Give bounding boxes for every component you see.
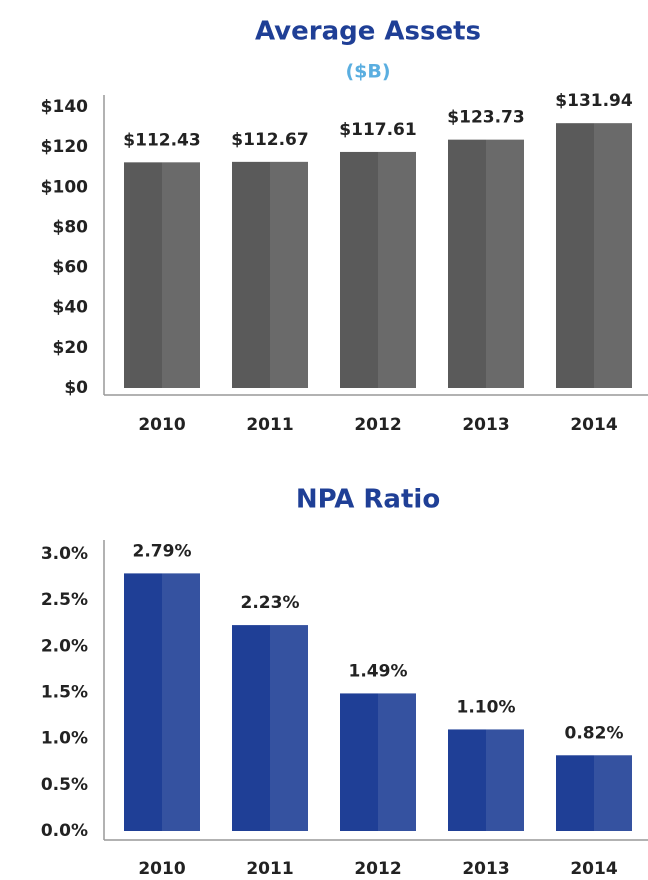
chart-subtitle: ($B): [345, 61, 390, 83]
chart-title: NPA Ratio: [296, 485, 440, 515]
bar: [556, 123, 632, 388]
bar-shade: [378, 151, 416, 388]
x-tick-label: 2012: [354, 859, 401, 879]
bar-shade: [486, 139, 524, 388]
data-label: 2.23%: [241, 593, 300, 613]
bar: [448, 729, 524, 831]
y-tick-label: 0.0%: [41, 821, 88, 841]
x-tick-label: 2010: [138, 415, 185, 435]
y-tick-label: 2.5%: [41, 590, 88, 610]
data-label: $131.94: [555, 91, 633, 111]
y-tick-label: 3.0%: [41, 544, 88, 564]
x-tick-label: 2012: [354, 415, 401, 435]
bar-shade: [270, 161, 308, 388]
bar: [340, 693, 416, 831]
y-tick-label: $120: [41, 137, 88, 157]
x-tick-label: 2010: [138, 859, 185, 879]
y-tick-label: 2.0%: [41, 636, 88, 656]
y-tick-label: $0: [64, 378, 88, 398]
data-label: $112.67: [231, 130, 308, 150]
chart-title: Average Assets: [255, 17, 481, 47]
bar-shade: [270, 625, 308, 831]
bar: [556, 755, 632, 831]
x-tick-label: 2013: [462, 859, 509, 879]
x-tick-label: 2014: [570, 859, 617, 879]
bar-shade: [594, 755, 632, 831]
y-tick-label: 1.0%: [41, 729, 88, 749]
y-tick-label: 1.5%: [41, 683, 88, 703]
x-tick-label: 2013: [462, 415, 509, 435]
data-label: $123.73: [447, 108, 524, 128]
data-label: $112.43: [123, 130, 200, 150]
y-tick-label: 0.5%: [41, 775, 88, 795]
bar-shade: [486, 729, 524, 831]
bar: [124, 573, 200, 831]
data-label: 1.10%: [457, 697, 516, 717]
bar-shade: [378, 693, 416, 831]
y-tick-label: $80: [53, 217, 89, 237]
data-label: 0.82%: [565, 723, 624, 743]
bar: [232, 625, 308, 831]
y-tick-label: $40: [53, 298, 89, 318]
x-tick-label: 2011: [246, 415, 293, 435]
data-label: $117.61: [339, 120, 416, 140]
y-tick-label: $100: [41, 177, 88, 197]
y-tick-label: $60: [53, 258, 89, 278]
bar-shade: [162, 573, 200, 831]
x-tick-label: 2011: [246, 859, 293, 879]
data-label: 1.49%: [349, 661, 408, 681]
bar: [124, 162, 200, 388]
x-tick-label: 2014: [570, 415, 617, 435]
bar: [232, 161, 308, 388]
y-tick-label: $20: [53, 338, 89, 358]
bar-shade: [594, 123, 632, 388]
y-tick-label: $140: [41, 97, 88, 117]
bar: [448, 139, 524, 388]
bar: [340, 151, 416, 388]
bar-shade: [162, 162, 200, 388]
data-label: 2.79%: [133, 541, 192, 561]
